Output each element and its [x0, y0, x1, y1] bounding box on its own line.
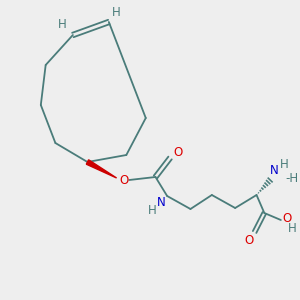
Text: O: O: [120, 173, 129, 187]
Text: N: N: [270, 164, 278, 178]
Text: H: H: [288, 221, 297, 235]
Text: N: N: [157, 196, 166, 208]
Text: H: H: [280, 158, 289, 172]
Text: H: H: [112, 7, 121, 20]
Text: O: O: [282, 212, 291, 224]
Text: H: H: [58, 17, 67, 31]
Text: -H: -H: [286, 172, 299, 184]
Text: O: O: [244, 233, 254, 247]
Text: H: H: [148, 203, 157, 217]
Polygon shape: [86, 160, 117, 178]
Text: O: O: [173, 146, 182, 158]
